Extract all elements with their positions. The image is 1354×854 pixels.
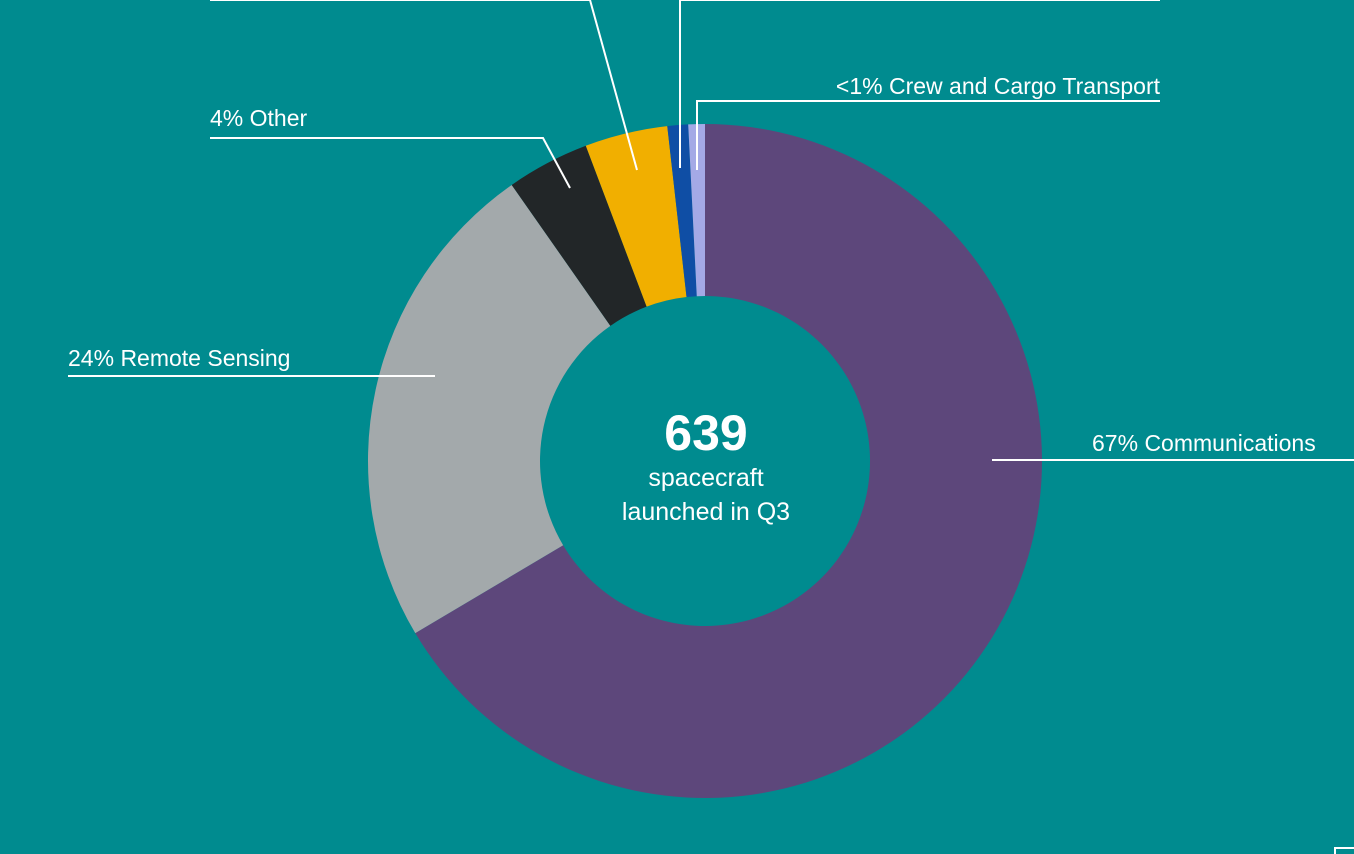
leader-line: [696, 100, 1160, 170]
leader-line: [679, 0, 1160, 168]
value-label: 67%: [1092, 430, 1138, 456]
slice: [368, 184, 611, 634]
slices: [368, 124, 1042, 798]
slice: [511, 145, 647, 326]
leader-line: [210, 137, 571, 189]
slice: [688, 124, 705, 297]
slice: [415, 124, 1042, 798]
slice-label: <1% Crew and Cargo Transport: [836, 73, 1161, 99]
center-value: 639: [664, 405, 747, 461]
category-label: Other: [250, 105, 308, 131]
slice-label: 4% Other: [210, 105, 308, 131]
category-label: Communications: [1144, 430, 1315, 456]
leader-line: [210, 0, 638, 171]
category-label: Crew and Cargo Transport: [889, 73, 1161, 99]
value-label: <1%: [836, 73, 883, 99]
slice: [585, 126, 687, 307]
center-text: spacecraft: [648, 464, 763, 492]
slice-label: 24% Remote Sensing: [68, 345, 290, 371]
category-label: Remote Sensing: [120, 345, 290, 371]
corner-mark: [1334, 847, 1354, 854]
slice: [667, 124, 697, 298]
value-label: 4%: [210, 105, 243, 131]
center-text: launched in Q3: [622, 498, 790, 526]
value-label: 24%: [68, 345, 114, 371]
slice-label: 67% Communications: [1092, 430, 1316, 456]
